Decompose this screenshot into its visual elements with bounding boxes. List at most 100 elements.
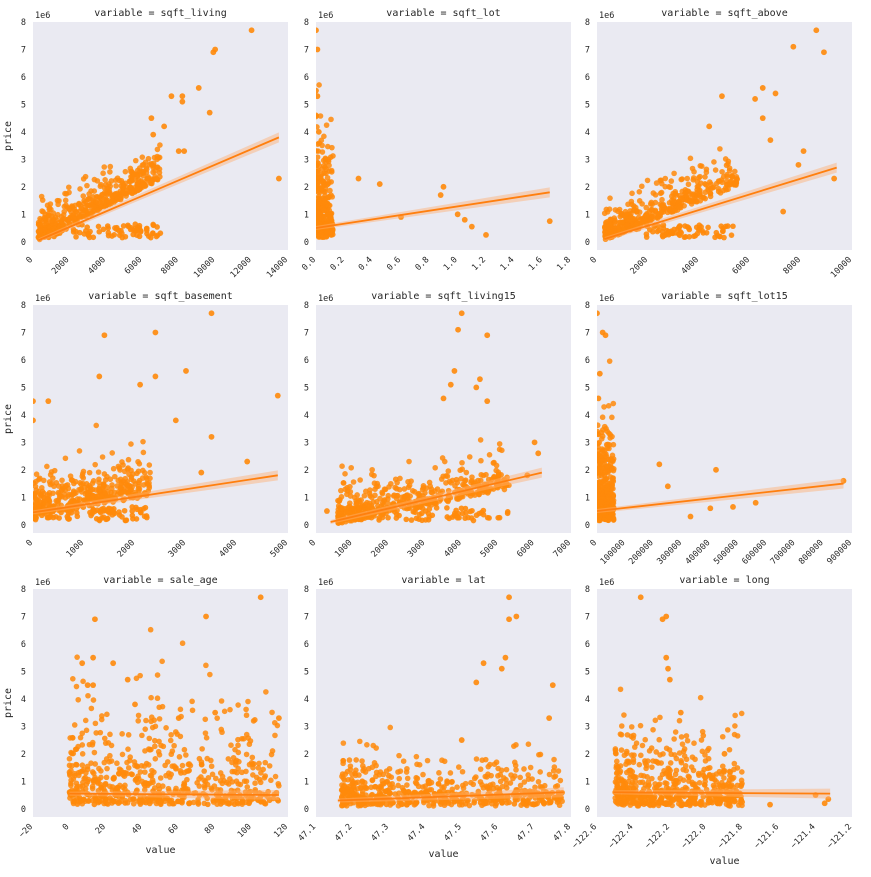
data-point [644,177,651,184]
data-point [135,718,142,724]
data-point [263,689,269,695]
data-point [715,178,722,184]
data-point [733,180,740,186]
data-point [550,768,557,774]
data-point [134,763,140,769]
y-tick-label: 3 [585,155,590,165]
data-point [152,168,158,174]
data-point [82,717,89,724]
data-point [719,733,726,740]
x-tick-label: 80 [203,822,217,836]
data-point [677,775,684,782]
data-point [706,123,713,130]
data-point [148,746,154,753]
data-point [102,177,108,183]
data-point [195,85,202,91]
data-point [184,776,190,783]
data-point [142,748,148,754]
data-point [470,517,477,524]
data-point [74,654,80,660]
data-point [321,133,327,140]
data-point [706,772,713,779]
data-point [697,694,704,701]
data-point [551,756,557,763]
data-point [405,478,411,485]
data-point [316,154,321,160]
data-point [245,698,251,705]
data-point [80,193,87,199]
data-point [668,178,675,184]
data-point [320,207,327,213]
data-point [695,175,702,181]
data-point [483,799,489,805]
data-point [181,148,188,155]
data-point [132,221,139,227]
data-point [102,490,108,496]
data-point [459,768,466,775]
data-point [679,741,686,747]
data-point [648,199,655,206]
data-point [268,777,274,784]
data-point [656,736,663,743]
data-point [724,727,731,733]
data-point [78,481,85,488]
data-point [235,742,241,749]
data-point [48,469,55,475]
y-tick-label: 0 [304,521,309,531]
data-point [821,49,827,56]
data-point [123,193,129,199]
data-point [90,203,97,210]
data-point [539,784,545,790]
data-point [107,169,113,175]
data-point [154,224,160,230]
data-point [677,223,683,229]
data-point [671,752,678,758]
data-point [597,310,600,317]
x-tick-label: 3000 [406,538,428,560]
data-point [321,182,328,188]
data-point [96,373,103,380]
data-point [136,461,143,467]
y-tick-label: 4 [304,128,309,138]
data-point [355,497,362,503]
data-point [210,799,217,805]
y-scale-label: 1e6 [318,578,333,588]
data-point [719,93,725,100]
y-tick-label: 1 [585,493,590,503]
data-point [614,758,620,765]
data-point [207,671,213,678]
data-point [367,493,373,499]
data-point [514,796,521,803]
data-point [73,234,79,240]
data-point [665,774,672,780]
data-point [97,729,104,736]
data-point [37,215,43,222]
data-point [161,123,168,130]
data-point [549,682,556,689]
data-point [316,87,319,94]
y-axis-label: price [3,688,14,718]
data-point [157,775,164,781]
data-point [232,746,238,753]
data-point [125,223,132,230]
y-scale-label: 1e6 [35,11,50,21]
data-point [246,741,253,748]
data-point [422,517,429,523]
data-point [408,517,415,523]
data-point [99,493,105,500]
data-point [505,794,511,801]
data-point [71,206,78,213]
data-point [396,499,403,505]
y-scale-label: 1e6 [599,294,614,304]
data-point [103,198,109,205]
data-point [480,660,487,667]
data-point [91,176,98,183]
data-point [209,771,216,778]
data-point [83,213,89,220]
data-point [480,507,487,514]
data-point [597,460,604,467]
data-point [79,762,86,769]
data-point [483,471,489,478]
data-point [357,738,363,745]
data-point [80,176,87,182]
